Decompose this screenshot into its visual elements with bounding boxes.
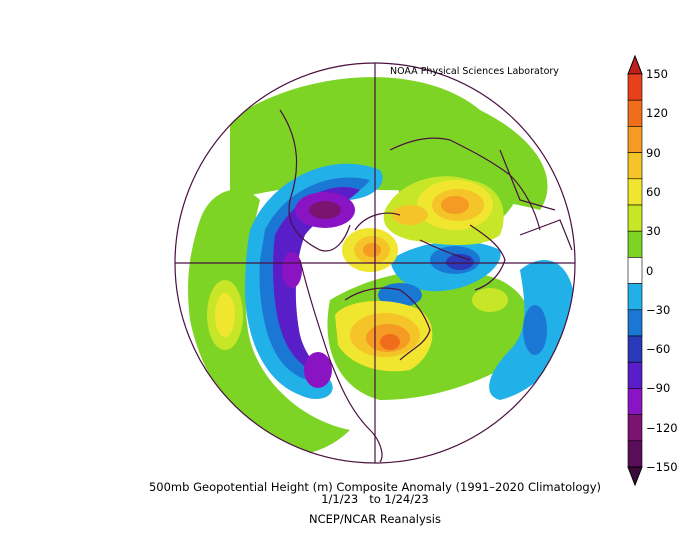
colorbar-swatch <box>627 440 643 468</box>
colorbar-label: 60 <box>646 184 661 199</box>
colorbar-swatch <box>627 230 643 258</box>
colorbar-swatch <box>627 126 643 153</box>
colorbar-swatch <box>627 178 643 206</box>
colorbar-label: −60 <box>646 342 671 357</box>
colorbar-label: 30 <box>646 224 661 239</box>
colorbar-label: 120 <box>646 106 668 121</box>
colorbar-swatch <box>627 414 643 442</box>
colorbar-label: 150 <box>646 67 668 81</box>
colorbar-label: 90 <box>646 145 661 160</box>
colorbar-swatch <box>627 152 643 180</box>
colorbar-swatch <box>627 335 643 363</box>
colorbar-swatch <box>627 309 643 337</box>
colorbar <box>627 54 643 487</box>
map-date-range: 1/1/23 to 1/24/23 <box>321 492 429 506</box>
credit-label: NOAA Physical Sciences Laboratory <box>390 66 559 77</box>
colorbar-label: −30 <box>646 302 671 317</box>
map-title: 500mb Geopotential Height (m) Composite … <box>148 480 602 494</box>
colorbar-swatch <box>627 388 643 415</box>
colorbar-bottom-arrow <box>627 466 643 487</box>
colorbar-swatch <box>627 361 643 389</box>
colorbar-swatch <box>627 257 643 284</box>
colorbar-swatch <box>627 204 643 232</box>
colorbar-swatch <box>627 73 643 101</box>
colorbar-swatch <box>627 99 643 127</box>
colorbar-label: −120 <box>646 420 678 435</box>
colorbar-swatch <box>627 283 643 311</box>
colorbar-label: −150 <box>646 460 678 474</box>
map-outlines <box>174 62 576 464</box>
map-source: NCEP/NCAR Reanalysis <box>309 512 441 526</box>
colorbar-top-arrow <box>627 54 643 75</box>
colorbar-label: 0 <box>646 263 654 278</box>
colorbar-label: −90 <box>646 381 671 396</box>
